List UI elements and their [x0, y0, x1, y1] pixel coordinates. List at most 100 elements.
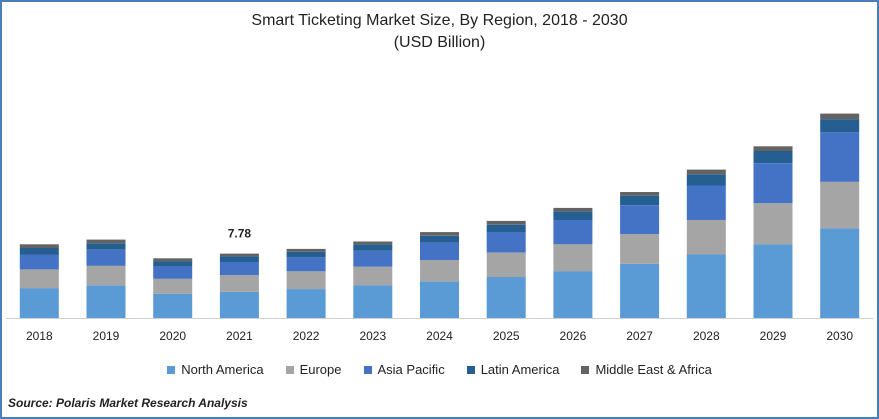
data-labels: 7.78: [228, 227, 252, 241]
bar-segment-2020-north-america: [153, 293, 193, 318]
bar-segment-2029-asia-pacific: [753, 163, 793, 204]
x-tick-label: 2019: [93, 329, 120, 343]
bar-segment-2027-middle-east-africa: [620, 192, 660, 196]
bar-segment-2018-middle-east-africa: [19, 244, 59, 248]
legend-label: Middle East & Africa: [595, 362, 712, 377]
bar-segment-2021-middle-east-africa: [219, 253, 259, 257]
bar-segment-2019-europe: [86, 265, 126, 286]
bar-segment-2027-asia-pacific: [620, 205, 660, 234]
bar-segment-2024-middle-east-africa: [420, 232, 459, 236]
x-tick-label: 2023: [359, 329, 386, 343]
bar-segment-2023-middle-east-africa: [353, 241, 393, 245]
legend-swatch: [167, 365, 176, 374]
bar-segment-2019-north-america: [86, 285, 126, 318]
bar-segment-2018-latin-america: [19, 248, 59, 255]
x-tick-label: 2024: [426, 329, 453, 343]
legend-item-north-america: North America: [167, 362, 264, 377]
bar-segment-2030-asia-pacific: [820, 132, 860, 182]
bar-segment-2024-europe: [420, 260, 459, 282]
legend-item-europe: Europe: [285, 362, 342, 377]
bar-segment-2027-north-america: [620, 263, 660, 318]
x-tick-label: 2020: [159, 329, 186, 343]
legend-swatch: [581, 365, 590, 374]
bar-segment-2022-europe: [286, 271, 326, 289]
bar-segment-2030-europe: [820, 181, 860, 229]
bar-segment-2024-latin-america: [420, 235, 459, 243]
bar-segment-2021-north-america: [219, 291, 259, 318]
bar-segment-2026-europe: [553, 244, 593, 272]
x-tick-label: 2027: [626, 329, 653, 343]
legend-swatch: [285, 365, 294, 374]
x-tick-label: 2026: [560, 329, 587, 343]
bar-segment-2020-latin-america: [153, 261, 193, 267]
bar-segment-2025-north-america: [486, 276, 526, 318]
x-tick-label: 2022: [293, 329, 320, 343]
x-tick-label: 2028: [693, 329, 720, 343]
source-note: Source: Polaris Market Research Analysis: [8, 396, 248, 410]
legend-swatch: [466, 365, 475, 374]
bar-segment-2022-middle-east-africa: [286, 248, 326, 252]
legend-item-middle-east-africa: Middle East & Africa: [581, 362, 712, 377]
bar-segment-2021-europe: [219, 275, 259, 292]
bar-segment-2026-middle-east-africa: [553, 207, 593, 212]
legend-label: Asia Pacific: [377, 362, 445, 377]
bar-segment-2028-latin-america: [686, 174, 726, 186]
bar-segment-2024-asia-pacific: [420, 242, 459, 261]
bar-segment-2019-latin-america: [86, 243, 126, 250]
bar-segment-2023-latin-america: [353, 244, 393, 251]
x-tick-label: 2029: [760, 329, 787, 343]
legend-item-latin-america: Latin America: [466, 362, 560, 377]
bar-segment-2029-latin-america: [753, 150, 793, 163]
bar-segment-2026-latin-america: [553, 211, 593, 220]
bar-segment-2025-middle-east-africa: [486, 220, 526, 225]
bar-segment-2029-middle-east-africa: [753, 146, 793, 151]
x-tick-label: 2018: [26, 329, 53, 343]
bar-segment-2023-asia-pacific: [353, 250, 393, 267]
legend-label: North America: [181, 362, 264, 377]
bar-segment-2023-north-america: [353, 285, 393, 318]
bar-segment-2028-north-america: [686, 254, 726, 318]
bar-segment-2018-north-america: [19, 288, 59, 318]
bar-segment-2022-north-america: [286, 289, 326, 318]
bar-segment-2021-asia-pacific: [219, 262, 259, 276]
stacked-bar-chart: 2018 2019 2020 2021 2022 2023 2024 2025 2026 2027…: [6, 113, 873, 343]
x-tick-label: 2021: [226, 329, 253, 343]
bar-segment-2025-asia-pacific: [486, 232, 526, 253]
bar-segment-2030-middle-east-africa: [820, 113, 860, 120]
bar-segment-2028-middle-east-africa: [686, 169, 726, 175]
x-tick-label: 2030: [826, 329, 853, 343]
data-label-2021: 7.78: [228, 227, 252, 241]
bar-segment-2020-asia-pacific: [153, 266, 193, 279]
bar-segment-2025-europe: [486, 252, 526, 277]
bar-segment-2024-north-america: [420, 281, 459, 318]
x-tick-label: 2025: [493, 329, 520, 343]
legend-item-asia-pacific: Asia Pacific: [363, 362, 445, 377]
x-axis-ticks: 2018 2019 2020 2021 2022 2023 2024 2025 2026 2027…: [26, 329, 853, 343]
bar-segment-2018-asia-pacific: [19, 254, 59, 270]
bar-segment-2018-europe: [19, 269, 59, 289]
bar-segment-2030-north-america: [820, 228, 860, 318]
bar-segment-2028-asia-pacific: [686, 185, 726, 220]
chart-title: Smart Ticketing Market Size, By Region, …: [251, 12, 628, 29]
bar-segment-2020-middle-east-africa: [153, 258, 193, 262]
legend: North America Europe Asia Pacific Latin Ame…: [0, 362, 879, 377]
legend-swatch: [363, 365, 372, 374]
bar-segment-2022-latin-america: [286, 251, 326, 258]
bar-segment-2023-europe: [353, 266, 393, 286]
legend-label: Europe: [299, 362, 342, 377]
bar-segment-2028-europe: [686, 220, 726, 255]
bar-segment-2025-latin-america: [486, 224, 526, 233]
bar-segment-2026-north-america: [553, 271, 593, 318]
bar-segment-2029-europe: [753, 203, 793, 245]
bar-segment-2020-europe: [153, 278, 193, 294]
bar-segment-2021-latin-america: [219, 256, 259, 262]
bar-segment-2027-latin-america: [620, 195, 660, 205]
bars-group: [19, 113, 860, 318]
bar-segment-2019-asia-pacific: [86, 249, 126, 266]
bar-segment-2019-middle-east-africa: [86, 239, 126, 244]
bar-segment-2026-asia-pacific: [553, 220, 593, 245]
legend-label: Latin America: [480, 362, 560, 377]
bar-segment-2027-europe: [620, 234, 660, 264]
bar-segment-2022-asia-pacific: [286, 257, 326, 272]
